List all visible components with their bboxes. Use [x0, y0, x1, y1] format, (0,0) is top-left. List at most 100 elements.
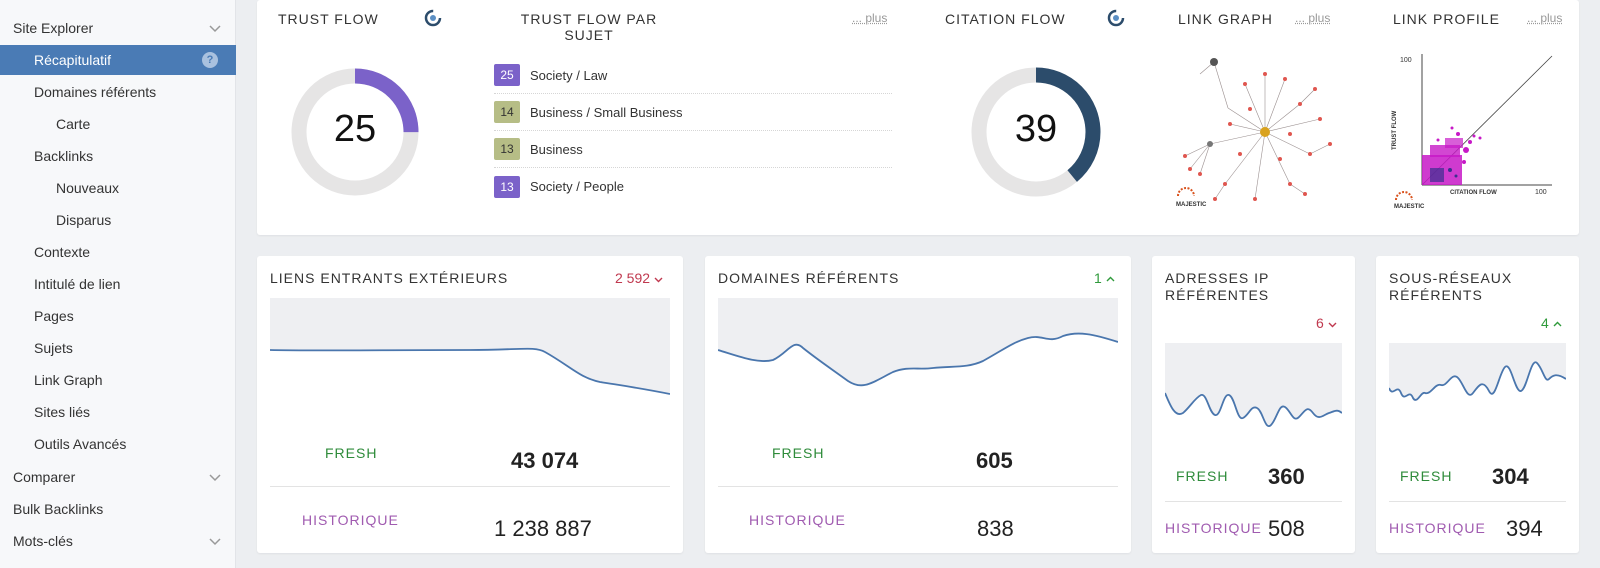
sidebar-item-comparer[interactable]: Comparer [0, 462, 236, 492]
trust-flow-value: 25 [333, 108, 377, 150]
link-graph-more-link[interactable]: ... plus [1295, 11, 1331, 25]
sidebar-item-carte[interactable]: Carte [0, 109, 236, 139]
overview-card [257, 0, 1579, 235]
sidebar-item-nouveaux[interactable]: Nouveaux [0, 173, 236, 203]
referring-domains-sparkline [718, 298, 1118, 426]
refresh-icon[interactable] [424, 9, 442, 27]
fresh-value: 304 [1492, 464, 1529, 489]
sidebar-item-disparus[interactable]: Disparus [0, 205, 236, 235]
topic-label: Society / People [530, 179, 624, 194]
sidebar-item-pages[interactable]: Pages [0, 301, 236, 331]
historic-label: HISTORIQUE [302, 512, 399, 528]
chevron-down-icon [1328, 322, 1337, 328]
chevron-down-icon [209, 25, 221, 33]
divider [1165, 501, 1342, 502]
fresh-value: 43 074 [511, 448, 579, 473]
title-line2: RÉFÉRENTES [1165, 287, 1270, 303]
sidebar-item-contexte[interactable]: Contexte [0, 237, 236, 267]
fresh-label: FRESH [1176, 468, 1229, 484]
sidebar-item-backlinks[interactable]: Backlinks [0, 141, 236, 171]
sidebar-item-label: Contexte [34, 244, 91, 260]
sidebar-item-label: Sujets [34, 340, 73, 356]
link-profile-title: LINK PROFILE [1393, 11, 1500, 27]
sidebar-item-label: Outils Avancés [34, 436, 127, 452]
topical-trust-flow-title: TRUST FLOW PAR SUJET [514, 11, 664, 43]
sidebar-item-label: Bulk Backlinks [13, 501, 104, 517]
sidebar-item-label: Récapitulatif [34, 52, 112, 68]
sidebar: Site Explorer Récapitulatif ? Domaines r… [0, 0, 236, 568]
title-line1: SOUS-RÉSEAUX [1389, 270, 1513, 286]
topic-label: Society / Law [530, 67, 608, 83]
link-profile-x-label: CITATION FLOW [1450, 190, 1497, 196]
sidebar-item-label: Link Graph [34, 372, 103, 388]
sidebar-item-intitule-de-lien[interactable]: Intitulé de lien [0, 269, 236, 299]
change-value: 4 [1541, 315, 1549, 331]
fresh-value: 360 [1268, 464, 1305, 489]
sidebar-item-recapitulatif[interactable]: Récapitulatif ? [0, 45, 236, 75]
change-value: 6 [1316, 315, 1324, 331]
chevron-down-icon [654, 277, 663, 283]
link-profile-more-link[interactable]: ... plus [1527, 11, 1563, 25]
sidebar-item-label: Nouveaux [56, 180, 120, 196]
sidebar-item-mots-cles[interactable]: Mots-clés [0, 526, 236, 556]
citation-flow-value: 39 [1014, 108, 1058, 150]
referring-domains-title: DOMAINES RÉFÉRENTS [718, 270, 900, 286]
sidebar-item-label: Domaines référents [34, 84, 157, 100]
chevron-down-icon [209, 538, 221, 546]
majestic-brand: MAJESTIC [1394, 204, 1425, 210]
topic-label: Business [530, 141, 583, 157]
divider [718, 486, 1118, 487]
historic-label: HISTORIQUE [1389, 520, 1486, 536]
chevron-up-icon [1106, 276, 1115, 282]
historic-value: 838 [977, 516, 1014, 541]
help-icon[interactable]: ? [202, 52, 218, 68]
topic-row[interactable]: 25 Society / Law [494, 57, 892, 94]
sidebar-item-site-explorer[interactable]: Site Explorer [0, 13, 236, 43]
topic-row[interactable]: 13 Business [494, 131, 892, 168]
link-profile-scatter[interactable]: 100 TRUST FLOW CITATION FLOW 100 MAJESTI… [1390, 50, 1565, 215]
sidebar-item-label: Intitulé de lien [34, 276, 121, 292]
historic-value: 394 [1506, 516, 1543, 541]
sidebar-item-outils-avances[interactable]: Outils Avancés [0, 429, 236, 459]
trust-flow-donut [291, 68, 419, 196]
sidebar-item-sites-lies[interactable]: Sites liés [0, 397, 236, 427]
change-value: 1 [1094, 270, 1102, 286]
link-graph-title: LINK GRAPH [1178, 11, 1273, 27]
citation-flow-donut [971, 67, 1101, 197]
referring-subnets-change: 4 [1541, 315, 1562, 331]
refresh-icon[interactable] [1107, 9, 1125, 27]
topical-more-link[interactable]: ... plus [852, 11, 888, 25]
topic-score-badge: 14 [494, 101, 520, 123]
link-profile-y-label: TRUST FLOW [1392, 110, 1398, 150]
chevron-down-icon [209, 474, 221, 482]
change-value: 2 592 [615, 270, 651, 286]
sidebar-item-label: Pages [34, 308, 74, 324]
trust-flow-title: TRUST FLOW [278, 11, 379, 27]
referring-subnets-title: SOUS-RÉSEAUX RÉFÉRENTS [1389, 270, 1512, 304]
historic-label: HISTORIQUE [1165, 520, 1262, 536]
topical-title-line2: SUJET [564, 27, 614, 43]
sidebar-item-bulk-backlinks[interactable]: Bulk Backlinks [0, 494, 236, 524]
sidebar-item-label: Carte [56, 116, 91, 132]
link-profile-max-x: 100 [1535, 189, 1547, 196]
link-profile-max-y: 100 [1400, 57, 1412, 64]
divider [1389, 501, 1566, 502]
referring-ips-title: ADRESSES IP RÉFÉRENTES [1165, 270, 1269, 304]
link-graph-image[interactable]: MAJESTIC [1170, 44, 1340, 214]
fresh-label: FRESH [325, 445, 378, 461]
title-line1: ADRESSES IP [1165, 270, 1270, 286]
topic-row[interactable]: 13 Society / People [494, 168, 892, 205]
majestic-brand: MAJESTIC [1176, 202, 1207, 208]
sidebar-item-sujets[interactable]: Sujets [0, 333, 236, 363]
topic-score-badge: 25 [494, 64, 520, 86]
sidebar-item-label: Mots-clés [13, 533, 73, 549]
topic-label: Business / Small Business [530, 104, 683, 120]
topic-row[interactable]: 14 Business / Small Business [494, 94, 892, 131]
historic-label: HISTORIQUE [749, 512, 846, 528]
external-links-change: 2 592 [615, 270, 663, 286]
sidebar-item-link-graph[interactable]: Link Graph [0, 365, 236, 395]
external-links-sparkline [270, 298, 670, 426]
sidebar-item-domaines-referents[interactable]: Domaines référents [0, 77, 236, 107]
external-links-title: LIENS ENTRANTS EXTÉRIEURS [270, 270, 509, 286]
fresh-label: FRESH [1400, 468, 1453, 484]
